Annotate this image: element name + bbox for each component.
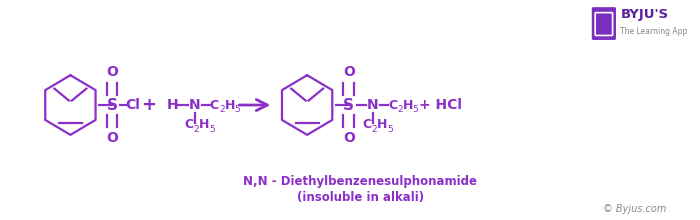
Text: C: C	[184, 118, 193, 131]
Text: C: C	[210, 99, 219, 112]
Text: N: N	[189, 98, 201, 112]
Text: 5: 5	[387, 125, 393, 134]
Text: 2: 2	[372, 125, 377, 134]
Text: (insoluble in alkali): (insoluble in alkali)	[297, 191, 424, 204]
Text: C: C	[388, 99, 397, 112]
Text: 2: 2	[397, 105, 402, 114]
Text: +: +	[141, 96, 156, 114]
Text: + HCl: + HCl	[419, 98, 462, 112]
Text: Cl: Cl	[125, 98, 141, 112]
FancyBboxPatch shape	[592, 7, 616, 40]
Text: N: N	[368, 98, 379, 112]
Text: 2: 2	[193, 125, 199, 134]
Text: N,N - Diethylbenzenesulphonamide: N,N - Diethylbenzenesulphonamide	[244, 175, 477, 188]
Text: O: O	[106, 131, 118, 145]
Text: H: H	[199, 118, 209, 131]
Text: S: S	[343, 97, 354, 113]
Text: H: H	[403, 99, 414, 112]
Text: O: O	[106, 65, 118, 79]
Text: C: C	[363, 118, 372, 131]
Text: H: H	[167, 98, 178, 112]
Text: S: S	[106, 97, 118, 113]
Text: O: O	[343, 65, 355, 79]
Text: 5: 5	[234, 105, 240, 114]
Text: BYJU'S: BYJU'S	[620, 8, 668, 21]
Text: 5: 5	[413, 105, 419, 114]
Text: H: H	[377, 118, 388, 131]
Text: 5: 5	[209, 125, 215, 134]
Text: The Learning App: The Learning App	[620, 27, 687, 36]
Text: © Byjus.com: © Byjus.com	[603, 204, 667, 214]
Text: O: O	[343, 131, 355, 145]
Text: 2: 2	[219, 105, 225, 114]
Text: H: H	[225, 99, 235, 112]
